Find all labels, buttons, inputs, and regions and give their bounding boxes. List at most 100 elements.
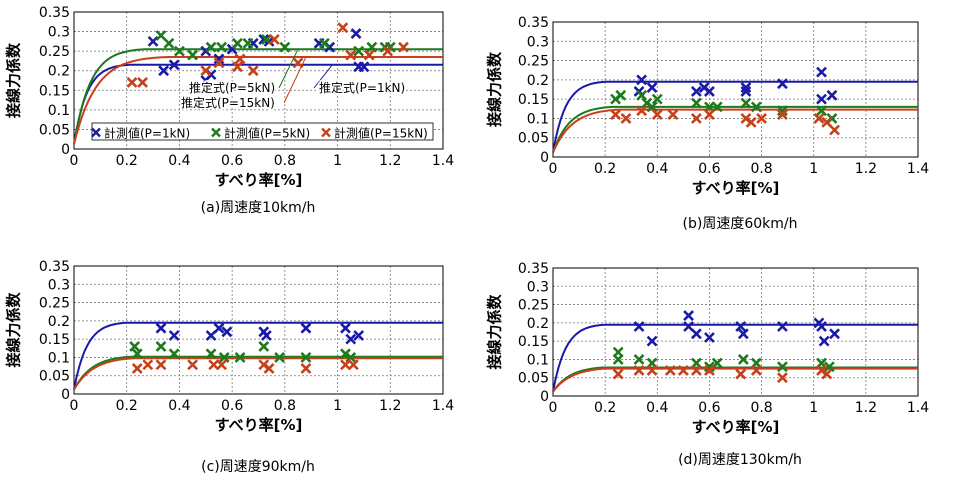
y-tick-label: 0.05 [518,371,549,387]
data-point-series-1 [345,333,357,345]
y-tick-label: 0.1 [527,111,549,127]
panel-caption: (a)周速度10km/h [201,200,316,216]
y-tick-label: 0.3 [48,25,70,41]
chart-panel-2: 0 0.2 0.4 0.6 0.8 1 1.2 1.400.050.10.150.20.250… [486,15,930,232]
x-tick-label: 1.4 [432,398,454,414]
y-tick-label: 0.3 [527,34,549,50]
chart-panel-1: 0 0.2 0.4 0.6 0.8 1 1.2 1.400.050.10.150.20.250… [5,5,455,216]
data-point-series-3 [187,359,199,371]
legend-marker [211,127,221,138]
data-point-series-2 [155,341,167,352]
data-point-series-2 [750,101,762,113]
y-tick-label: 0.25 [518,54,549,70]
data-point-series-1 [683,310,694,321]
data-point-series-2 [690,97,702,109]
y-tick-label: 0.25 [39,44,70,60]
data-point-series-3 [829,124,840,136]
data-point-series-1 [168,59,180,71]
data-point-series-2 [260,33,272,45]
data-point-series-3 [750,364,762,376]
x-tick-label: 0.8 [750,400,772,416]
data-point-series-3 [704,109,715,120]
estimation-curve-3 [73,56,443,145]
data-point-series-1 [205,330,217,341]
panel-caption: (c)周速度90km/h [201,459,315,475]
data-point-series-2 [300,352,312,363]
data-point-series-3 [821,368,833,380]
data-point-series-2 [168,348,180,360]
x-tick-label: 0 [549,400,558,416]
data-point-series-1 [735,321,747,332]
data-point-series-1 [737,328,749,340]
data-point-series-1 [646,335,658,347]
plot-frame [552,267,919,397]
x-tick-label: 0 [549,161,558,177]
data-point-series-3 [231,61,243,73]
x-axis-label: すべり率[%] [215,171,303,189]
data-point-series-2 [636,89,648,101]
x-tick-label: 1.2 [379,153,401,169]
x-tick-label: 1 [809,400,818,416]
data-point-series-2 [777,105,788,117]
x-tick-label: 0.6 [698,400,720,416]
data-point-series-2 [816,105,827,117]
x-tick-label: 0.2 [594,161,616,177]
data-point-series-2 [234,352,246,363]
y-tick-label: 0 [61,142,70,158]
x-tick-label: 0.2 [116,153,138,169]
x-tick-label: 0.2 [116,398,138,414]
annotation-label: 推定式(P=5kN) [189,80,275,95]
data-point-series-1 [816,93,827,105]
data-point-series-2 [823,361,835,373]
x-tick-label: 0.6 [698,161,720,177]
data-point-series-3 [398,41,409,53]
data-point-series-2 [704,361,715,373]
data-point-series-1 [158,65,170,77]
data-point-series-3 [216,359,228,371]
data-point-series-2 [366,41,378,53]
y-axis-label: 接線力係数 [5,42,23,118]
data-point-series-1 [646,82,658,93]
data-point-series-2 [612,354,624,365]
data-point-series-2 [231,37,243,49]
data-point-series-3 [677,364,689,376]
y-tick-label: 0.1 [48,103,70,119]
data-point-series-2 [242,37,254,49]
data-point-series-3 [213,57,225,69]
data-point-series-1 [260,330,272,341]
data-point-series-2 [615,89,627,101]
data-point-series-1 [829,328,840,340]
data-point-series-3 [347,359,359,371]
data-point-series-2 [345,352,357,363]
data-point-series-3 [131,362,143,374]
y-axis-label: 接線力係数 [5,292,23,368]
y-tick-label: 0 [540,150,549,166]
data-point-series-1 [826,89,838,101]
y-tick-label: 0.2 [527,316,549,332]
data-point-series-1 [147,35,159,47]
panel-caption: (b)周速度60km/h [683,216,798,232]
y-axis-label: 接線力係数 [486,294,504,370]
annotation-label: 推定式(P=15kN) [181,95,275,110]
x-tick-label: 1 [333,398,342,414]
x-tick-label: 1.2 [379,398,401,414]
data-point-series-3 [704,364,715,376]
estimation-curve-3 [552,367,918,393]
x-tick-label: 0.8 [274,398,296,414]
data-point-series-3 [690,113,702,124]
estimation-curve-3 [552,108,918,153]
y-tick-label: 0.35 [39,5,70,21]
x-tick-label: 0.8 [274,153,296,169]
data-point-series-1 [213,53,225,65]
data-point-series-1 [690,328,702,340]
x-tick-label: 1.4 [907,400,929,416]
data-point-series-2 [205,41,217,53]
data-point-series-1 [221,326,233,338]
y-tick-label: 0.2 [48,64,70,80]
data-point-series-2 [258,341,270,352]
x-tick-label: 1.4 [907,161,929,177]
x-tick-label: 0.8 [750,161,772,177]
x-tick-label: 0.2 [594,400,616,416]
plot-frame [73,11,444,150]
